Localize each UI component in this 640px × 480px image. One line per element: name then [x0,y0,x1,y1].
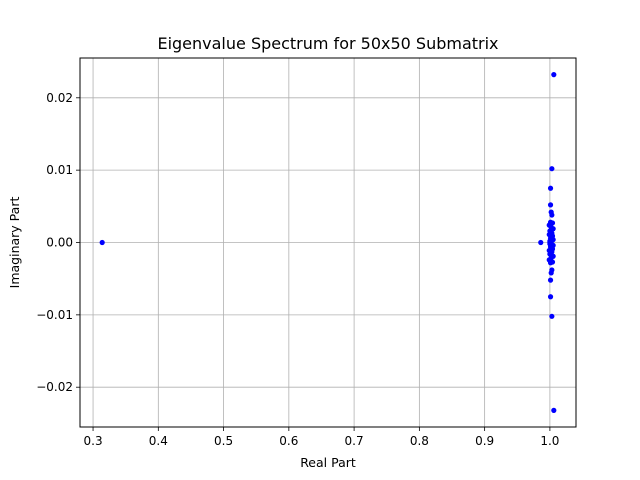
x-tick-label: 0.3 [84,434,103,448]
y-tick-label: 0.01 [46,163,73,177]
eigenvalue-point [549,267,555,273]
eigenvalue-point [547,185,554,191]
eigenvalue-point [547,202,554,208]
axis-ticks: 0.3 0.4 0.5 0.6 0.7 0.8 0.9 1.0 −0.02 −0.01 0.00 0.… [36,91,559,448]
scatter-points [99,72,557,413]
y-tick-label: −0.02 [36,380,73,394]
y-tick-label: 0.00 [46,236,73,250]
eigenvalue-point [547,277,554,283]
x-axis-label: Real Part [300,455,356,470]
x-tick-label: 0.6 [279,434,298,448]
eigenvalue-point [549,212,555,218]
eigenvalue-point [551,407,557,413]
eigenvalue-point [538,239,544,246]
x-tick-label: 0.8 [410,434,429,448]
x-tick-label: 0.9 [475,434,494,448]
x-tick-label: 0.4 [149,434,168,448]
y-tick-label: −0.01 [36,308,73,322]
x-tick-label: 1.0 [540,434,559,448]
eigenvalue-point [551,72,557,78]
eigenvalue-point [549,166,555,172]
eigenvalue-point [99,239,105,246]
chart-title: Eigenvalue Spectrum for 50x50 Submatrix [157,34,498,53]
eigenvalue-point [547,294,554,300]
y-axis-label: Imaginary Part [7,197,22,289]
y-tick-label: 0.02 [46,91,73,105]
x-tick-label: 0.7 [345,434,364,448]
eigenvalue-point [547,239,553,246]
eigenvalue-point [549,313,555,319]
plot-area-frame [79,57,577,428]
grid-lines [80,58,576,427]
x-tick-label: 0.5 [214,434,233,448]
